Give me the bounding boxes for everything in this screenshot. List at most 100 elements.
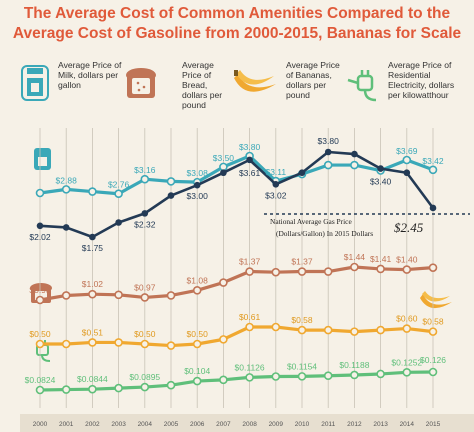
point-bread-2002 bbox=[88, 289, 97, 299]
point-bananas-2003 bbox=[114, 338, 123, 347]
point-milk-2007 bbox=[219, 162, 228, 172]
bananas-icon bbox=[420, 291, 452, 309]
data-label-gas-2009: $3.02 bbox=[265, 190, 287, 200]
data-label-gas-2000: $2.02 bbox=[29, 232, 51, 242]
series-line-electricity bbox=[38, 370, 435, 392]
x-tick-label-2013: 2013 bbox=[373, 421, 388, 428]
data-label-bread-2010: $1.37 bbox=[291, 257, 313, 267]
x-tick-label-2005: 2005 bbox=[164, 421, 179, 428]
point-bananas-2015 bbox=[428, 327, 438, 336]
point-electricity-2002 bbox=[88, 384, 97, 394]
data-label-milk-2014: $3.69 bbox=[396, 146, 418, 156]
point-gas-2006 bbox=[193, 181, 201, 189]
point-bananas-2001 bbox=[61, 339, 71, 349]
data-label-bananas-2002: $0.51 bbox=[82, 327, 104, 337]
point-bananas-2014 bbox=[402, 324, 412, 333]
x-axis: 2000 2001 2002 2003 2004 2005 2006 2007 2008 2009… bbox=[20, 414, 474, 432]
point-bread-2000 bbox=[35, 295, 45, 305]
data-label-gas-2006: $3.00 bbox=[187, 191, 209, 201]
milk-carton-icon bbox=[34, 148, 51, 170]
point-milk-2005 bbox=[166, 177, 176, 186]
legend-milk: Average Price of Milk, dollars per gallo… bbox=[54, 60, 124, 116]
electric-plug-icon bbox=[347, 70, 377, 102]
point-electricity-2010 bbox=[297, 372, 307, 381]
point-gas-2002 bbox=[89, 233, 96, 241]
point-gas-2003 bbox=[115, 219, 122, 226]
point-electricity-2006 bbox=[192, 376, 202, 386]
point-bread-2010 bbox=[297, 267, 307, 276]
point-gas-2005 bbox=[167, 192, 175, 199]
series-line-bananas bbox=[38, 325, 435, 348]
data-label-gas-2004: $2.32 bbox=[134, 219, 156, 229]
bananas-icon bbox=[234, 70, 276, 92]
data-label-milk-2009: $3.11 bbox=[265, 167, 286, 177]
point-electricity-2000 bbox=[35, 385, 45, 395]
data-label-bananas-2000: $0.50 bbox=[29, 329, 51, 339]
point-bread-2015 bbox=[428, 263, 438, 272]
data-label-electricity-2015: $0.126 bbox=[420, 355, 446, 365]
point-electricity-2005 bbox=[166, 380, 176, 390]
data-label-bread-2014: $1.40 bbox=[396, 255, 418, 265]
data-label-electricity-2004: $0.0895 bbox=[129, 372, 160, 382]
data-label-bananas-2004: $0.50 bbox=[134, 329, 156, 339]
gas-note-line-2: (Dollars/Gallon) In 2015 Dollars bbox=[276, 229, 373, 238]
gas-current-label: $2.45 bbox=[394, 220, 424, 235]
point-bananas-2009 bbox=[271, 322, 281, 332]
data-label-bananas-2008: $0.61 bbox=[239, 312, 261, 322]
data-label-gas-2013: $3.40 bbox=[370, 177, 392, 187]
data-label-milk-2007: $3.50 bbox=[213, 153, 235, 163]
point-bananas-2002 bbox=[88, 338, 97, 347]
x-tick-label-2006: 2006 bbox=[190, 421, 205, 428]
point-bread-2013 bbox=[376, 264, 385, 274]
data-label-bread-2006: $1.08 bbox=[187, 275, 209, 285]
point-bread-2005 bbox=[166, 291, 176, 300]
point-gas-2008 bbox=[246, 156, 253, 164]
data-label-bananas-2014: $0.60 bbox=[396, 314, 418, 324]
chart-title: The Average Cost of Common Amenities Com… bbox=[0, 4, 474, 44]
x-tick-label-2010: 2010 bbox=[295, 421, 310, 428]
data-label-electricity-2006: $0.104 bbox=[184, 366, 210, 376]
data-label-bread-2002: $1.02 bbox=[82, 279, 104, 289]
point-gas-2012 bbox=[351, 150, 358, 158]
title-line-1: The Average Cost of Common Amenities Com… bbox=[23, 5, 451, 22]
data-label-electricity-2012: $0.1188 bbox=[339, 360, 369, 370]
legend-bread: Average Price of Bread, dollars per poun… bbox=[182, 60, 232, 116]
point-bananas-2008 bbox=[245, 322, 254, 332]
point-bread-2011 bbox=[323, 267, 333, 276]
x-tick-label-2000: 2000 bbox=[33, 421, 48, 428]
series-line-gas bbox=[38, 150, 435, 239]
point-electricity-2014 bbox=[402, 368, 412, 377]
bread-loaf-icon bbox=[126, 68, 156, 98]
data-label-bread-2013: $1.41 bbox=[370, 254, 392, 264]
point-milk-2004 bbox=[140, 174, 150, 184]
point-electricity-2011 bbox=[323, 371, 333, 381]
x-tick-label-2015: 2015 bbox=[426, 421, 441, 428]
gas-note-line-1: National Average Gas Price bbox=[270, 217, 352, 226]
x-tick-label-2002: 2002 bbox=[85, 421, 100, 428]
point-bread-2007 bbox=[219, 278, 228, 287]
point-milk-2014 bbox=[402, 155, 412, 165]
point-bananas-2005 bbox=[166, 341, 176, 350]
point-gas-2011 bbox=[324, 148, 332, 156]
point-electricity-2007 bbox=[219, 375, 228, 385]
milk-carton-icon bbox=[21, 65, 49, 101]
data-label-milk-2008: $3.80 bbox=[239, 142, 261, 152]
data-label-electricity-2000: $0.0824 bbox=[25, 375, 56, 385]
point-bread-2014 bbox=[402, 265, 412, 274]
data-label-milk-2004: $3.16 bbox=[134, 165, 156, 175]
x-tick-label-2004: 2004 bbox=[138, 421, 153, 428]
series-line-bread bbox=[38, 265, 435, 302]
point-electricity-2004 bbox=[140, 382, 150, 392]
x-tick-label-2009: 2009 bbox=[269, 421, 284, 428]
data-label-milk-2003: $2.76 bbox=[108, 180, 130, 190]
point-milk-2001 bbox=[61, 185, 71, 194]
data-label-bananas-2010: $0.58 bbox=[291, 315, 313, 325]
point-milk-2002 bbox=[88, 187, 97, 196]
point-bread-2009 bbox=[271, 267, 281, 277]
point-bananas-2010 bbox=[297, 325, 307, 335]
point-bread-2006 bbox=[192, 285, 202, 295]
point-electricity-2008 bbox=[245, 373, 254, 382]
point-gas-2010 bbox=[298, 169, 306, 177]
x-tick-label-2008: 2008 bbox=[242, 421, 257, 428]
